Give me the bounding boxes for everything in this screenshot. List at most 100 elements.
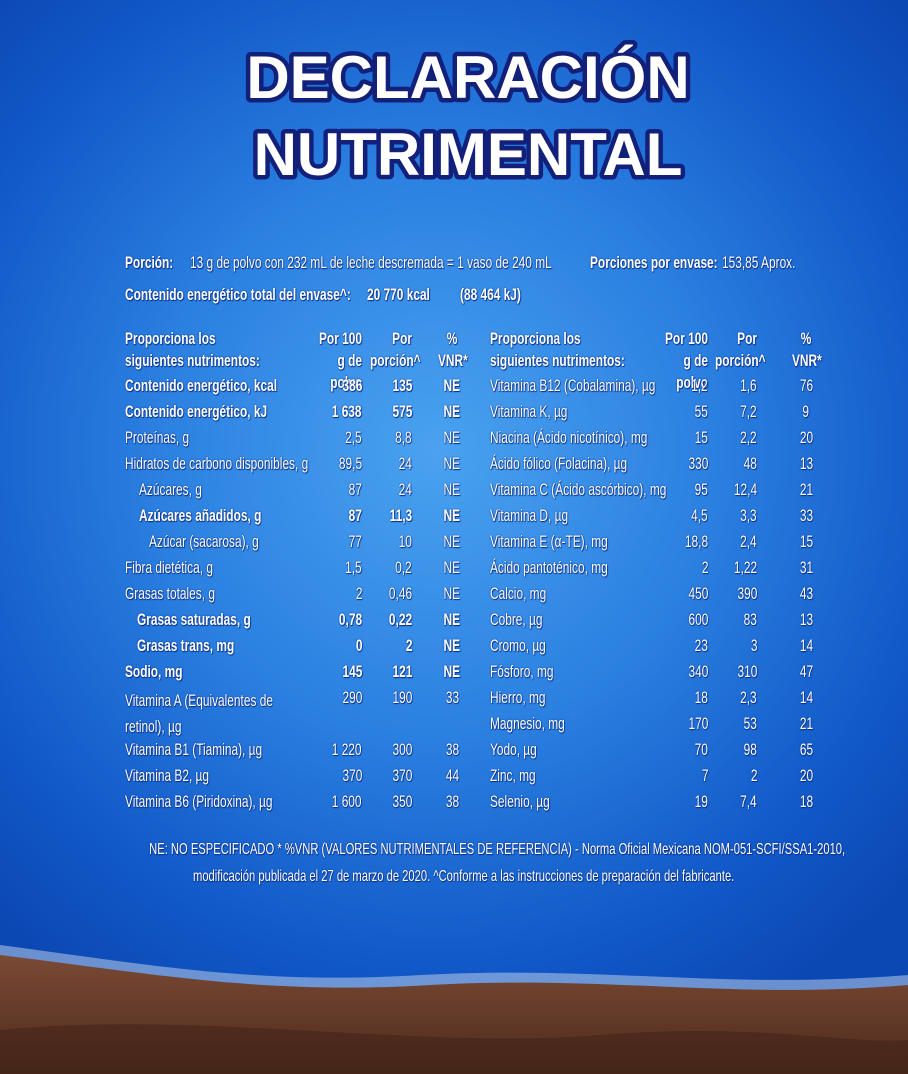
nutrient-label: Vitamina E (α-TE), mg bbox=[490, 532, 658, 552]
per-100g-text: 340 bbox=[688, 662, 708, 681]
header: Por 100 g de polvo bbox=[643, 328, 708, 394]
header: % VNR* bbox=[412, 328, 492, 372]
nutrient-label: Magnesio, mg bbox=[490, 714, 597, 734]
per-portion-text: 7,2 bbox=[740, 402, 757, 421]
nutrient-label-text: Vitamina B1 (Tiamina), µg bbox=[125, 740, 263, 759]
per-100g-text: 600 bbox=[688, 610, 708, 629]
energy-text2: (88 464 kJ) bbox=[460, 285, 547, 305]
nutrient-label-text: Vitamina K, µg bbox=[490, 402, 568, 421]
per-portion: 1,6 bbox=[733, 376, 757, 396]
nutrient-label: Vitamina C (Ácido ascórbico), mg bbox=[490, 480, 742, 500]
per-100g: 1,2 bbox=[684, 376, 708, 396]
nutrient-label: Azúcar (sacarosa), g bbox=[149, 532, 306, 552]
nutrient-label: Fibra dietética, g bbox=[125, 558, 251, 578]
per-portion: 0,2 bbox=[388, 558, 412, 578]
per-portion: 7,4 bbox=[733, 792, 757, 812]
footnote: modificación publicada el 27 de marzo de… bbox=[0, 867, 908, 887]
per-100g-text: 2 bbox=[701, 558, 708, 577]
nutrient-label: Ácido fólico (Folacina), µg bbox=[490, 454, 686, 474]
per-100g-text: 1 638 bbox=[332, 402, 362, 421]
per-100g: 89,5 bbox=[329, 454, 362, 474]
vnr-text: NE bbox=[443, 610, 461, 629]
per-100g: 15 bbox=[689, 428, 708, 448]
per-portion-text: 350 bbox=[392, 792, 412, 811]
nutrient-label: Proteínas, g bbox=[125, 428, 217, 448]
nutrient-label: Vitamina K, µg bbox=[490, 402, 601, 422]
vnr-text: 65 bbox=[799, 740, 813, 759]
per-100g-text: 19 bbox=[694, 792, 708, 811]
per-100g: 330 bbox=[680, 454, 708, 474]
vnr: NE bbox=[412, 428, 492, 448]
per-portion: 12,4 bbox=[724, 480, 757, 500]
vnr-text: 76 bbox=[799, 376, 813, 395]
per-100g: 18 bbox=[689, 688, 708, 708]
vnr: 21 bbox=[766, 714, 846, 734]
per-100g-text: 2 bbox=[355, 584, 362, 603]
per-100g-text: 87 bbox=[348, 506, 362, 525]
per-100g: 1 638 bbox=[319, 402, 362, 422]
nutrient-label: Niacina (Ácido nicotínico), mg bbox=[490, 428, 715, 448]
per-portion-text: 7,4 bbox=[740, 792, 757, 811]
per-100g-text: 95 bbox=[694, 480, 708, 499]
per-portion-text: 2,4 bbox=[740, 532, 757, 551]
nutrient-label-text: Ácido fólico (Folacina), µg bbox=[490, 454, 628, 473]
nutrient-label-text: Vitamina D, µg bbox=[490, 506, 569, 525]
per-100g-text: 23 bbox=[694, 636, 708, 655]
vnr: 9 bbox=[766, 402, 846, 422]
per-portion-text: 24 bbox=[398, 454, 412, 473]
vnr: 38 bbox=[412, 792, 492, 812]
per-portion: 7,2 bbox=[733, 402, 757, 422]
vnr-text: 13 bbox=[799, 454, 813, 473]
nutrient-label: Hidratos de carbono disponibles, g bbox=[125, 454, 387, 474]
header-text: Por 100 g de polvo bbox=[664, 329, 708, 392]
nutrient-label-text: Grasas saturadas, g bbox=[137, 610, 251, 629]
nutrient-label-text: Vitamina B12 (Cobalamina), µg bbox=[490, 376, 656, 395]
serving-label: Porción: bbox=[125, 253, 194, 273]
vnr: 43 bbox=[766, 584, 846, 604]
nutrient-label-text: Niacina (Ácido nicotínico), mg bbox=[490, 428, 648, 447]
per-100g-text: 170 bbox=[688, 714, 708, 733]
per-portion: 2,4 bbox=[733, 532, 757, 552]
per-portion-text: 0,22 bbox=[388, 610, 412, 629]
per-100g: 340 bbox=[680, 662, 708, 682]
vnr-text: NE bbox=[443, 532, 461, 551]
nutrient-label: Contenido energético, kcal bbox=[125, 376, 342, 396]
vnr: 44 bbox=[412, 766, 492, 786]
vnr: NE bbox=[412, 506, 492, 526]
per-portion-text: 12,4 bbox=[733, 480, 757, 499]
per-portion-text: 8,8 bbox=[395, 428, 412, 447]
per-100g: 95 bbox=[689, 480, 708, 500]
vnr: 15 bbox=[766, 532, 846, 552]
energy-label-text: Contenido energético total del envase^: bbox=[125, 285, 351, 304]
nutrient-label: Ácido pantoténico, mg bbox=[490, 558, 658, 578]
nutrient-label-text: Grasas trans, mg bbox=[137, 636, 235, 655]
vnr-text: 15 bbox=[799, 532, 813, 551]
vnr-text: 31 bbox=[799, 558, 813, 577]
title-line: DECLARACIÓN bbox=[246, 44, 689, 111]
per-100g-text: 7 bbox=[701, 766, 708, 785]
nutrient-label: Cobre, µg bbox=[490, 610, 565, 630]
vnr: 18 bbox=[766, 792, 846, 812]
vnr-text: NE bbox=[443, 558, 461, 577]
per-portion: 11,3 bbox=[380, 506, 412, 526]
nutrient-label-text: Vitamina C (Ácido ascórbico), mg bbox=[490, 480, 667, 499]
nutrient-label: Fósforo, mg bbox=[490, 662, 581, 682]
per-portion: 0,22 bbox=[379, 610, 412, 630]
footnote-text: modificación publicada el 27 de marzo de… bbox=[193, 868, 735, 885]
footnote-text: NE: NO ESPECIFICADO * %VNR (VALORES NUTR… bbox=[149, 841, 846, 858]
header: % VNR* bbox=[766, 328, 846, 372]
per-100g: 2 bbox=[699, 558, 708, 578]
per-100g-text: 4,5 bbox=[691, 506, 708, 525]
vnr: NE bbox=[412, 610, 492, 630]
per-100g-text: 290 bbox=[342, 688, 362, 707]
per-100g: 19 bbox=[689, 792, 708, 812]
vnr: 47 bbox=[766, 662, 846, 682]
per-portion-text: 48 bbox=[743, 454, 757, 473]
per-portion-text: 190 bbox=[392, 688, 412, 707]
nutrient-label-text: Fósforo, mg bbox=[490, 662, 554, 681]
vnr: 65 bbox=[766, 740, 846, 760]
vnr: 38 bbox=[412, 740, 492, 760]
per-100g: 1 600 bbox=[319, 792, 362, 812]
header: Por porción^ bbox=[352, 328, 421, 372]
vnr: NE bbox=[412, 584, 492, 604]
